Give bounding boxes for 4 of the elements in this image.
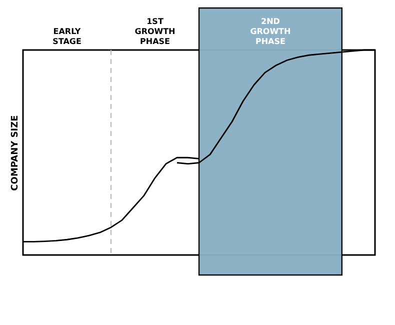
y-axis-title: COMPANY SIZE xyxy=(10,115,20,191)
text: EARLY STAGE xyxy=(52,27,82,46)
text: 2ND GROWTH PHASE xyxy=(250,17,291,46)
text: 1ST GROWTH PHASE xyxy=(134,17,176,46)
